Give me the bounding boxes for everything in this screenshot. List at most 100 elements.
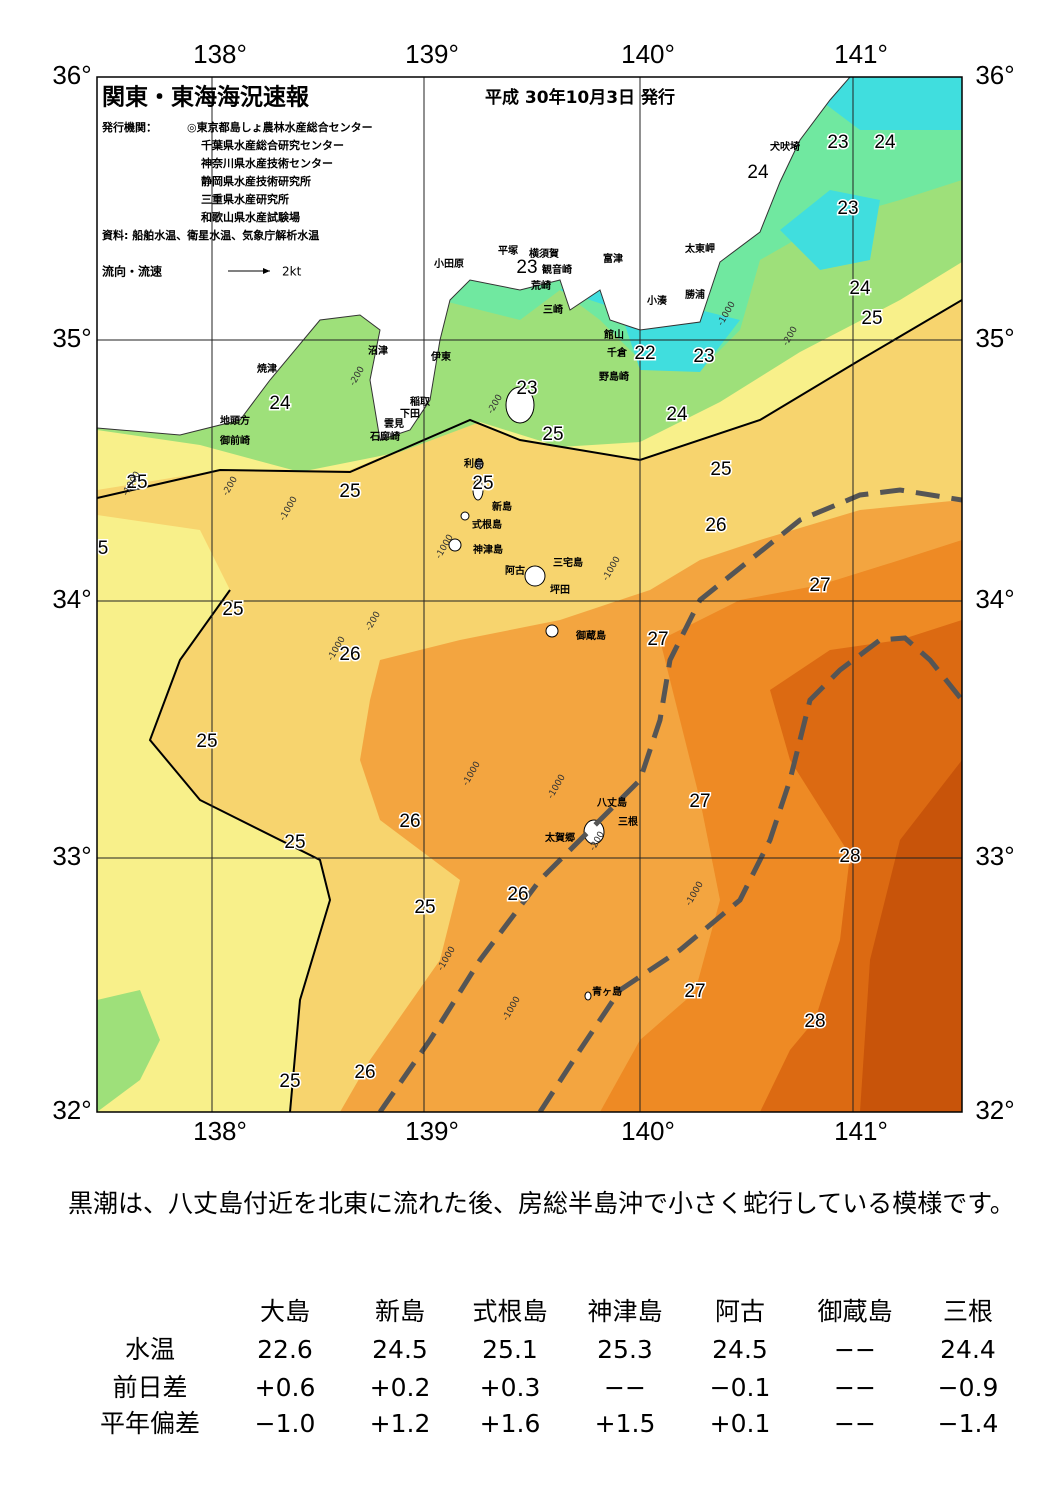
place-label: 三根: [618, 815, 638, 828]
table-header: 式根島: [472, 1297, 547, 1326]
place-label: 勝浦: [685, 288, 705, 301]
title: 関東・東海海況速報: [102, 84, 310, 111]
temp-label: 27: [684, 981, 705, 1002]
lat-label: 36°: [52, 60, 91, 90]
lon-label: 139°: [405, 1116, 459, 1146]
place-label: 雲見: [384, 418, 404, 430]
publisher: 三重県水産研究所: [201, 192, 289, 206]
publisher: 神奈川県水産技術センター: [201, 156, 333, 170]
temp-label: 25: [126, 472, 147, 493]
lat-label: 35°: [52, 323, 91, 353]
temp-label: 25: [222, 599, 243, 620]
temp-label: 23: [827, 132, 848, 153]
table-header: 三根: [943, 1297, 993, 1326]
place-label: 焼津: [257, 362, 277, 375]
table-header: 新島: [375, 1297, 425, 1326]
legend-speed: 2kt: [282, 265, 302, 279]
temp-label: 28: [839, 846, 860, 867]
island: [583, 819, 605, 845]
table-cell: −1.0: [255, 1409, 316, 1438]
temp-label: 26: [705, 515, 726, 536]
table-cell: 25.3: [597, 1335, 653, 1364]
table-header: 阿古: [715, 1297, 765, 1326]
place-label: 観音崎: [542, 263, 572, 276]
kuroshio-axis: [537, 635, 962, 1112]
lat-label: 34°: [975, 584, 1014, 614]
temp-label: 26: [339, 644, 360, 665]
temp-label: 24: [874, 132, 896, 153]
lat-label: 35°: [975, 323, 1014, 353]
place-label: 新島: [492, 500, 512, 513]
sst-area: [97, 990, 160, 1112]
place-label: 式根島: [472, 518, 502, 531]
place-label: 八丈島: [596, 796, 627, 809]
table-cell: 24.5: [712, 1335, 768, 1364]
table-cell: +1.6: [480, 1409, 541, 1438]
island: [524, 565, 546, 587]
lon-label: 139°: [405, 39, 459, 69]
table-cell: −−: [834, 1409, 876, 1438]
temp-label: 24: [747, 162, 769, 183]
table-cell: −−: [834, 1335, 876, 1364]
place-label: 稲取: [410, 395, 431, 408]
temp-label: 25: [414, 897, 435, 918]
place-label: 太東岬: [684, 242, 715, 255]
temp-label: 25: [710, 459, 731, 480]
temp-label: 23: [693, 346, 714, 367]
temp-label: 24: [849, 278, 871, 299]
temp-label: 25: [196, 731, 217, 752]
island: [505, 386, 535, 424]
place-label: 野島崎: [599, 370, 629, 383]
temp-label: 25: [284, 832, 305, 853]
place-label: 地頭方: [220, 414, 250, 427]
publisher: ◎東京都島しょ農林水産総合センター: [187, 120, 373, 134]
table-cell: −−: [834, 1373, 876, 1402]
temp-label: 25: [279, 1071, 300, 1092]
lon-label: 138°: [193, 39, 247, 69]
temp-label: 22: [634, 343, 655, 364]
temp-label: 25: [542, 424, 563, 445]
place-label: 館山: [603, 328, 624, 341]
contour-25: [97, 299, 962, 499]
table-cell: 24.5: [372, 1335, 428, 1364]
table-cell: 25.1: [482, 1335, 538, 1364]
temp-label: 24: [269, 393, 291, 414]
table-cell: −0.1: [710, 1373, 771, 1402]
lon-label: 138°: [193, 1116, 247, 1146]
row-label: 平年偏差: [100, 1409, 200, 1438]
table-cell: +1.5: [595, 1409, 656, 1438]
temp-label: 27: [809, 575, 830, 596]
temp-label: 26: [507, 884, 528, 905]
table-header: 御蔵島: [817, 1297, 892, 1326]
publisher: 千葉県水産総合研究センター: [201, 138, 344, 152]
legend-arrowhead: [263, 268, 270, 274]
temp-label: 24: [666, 404, 688, 425]
table-header: 大島: [260, 1297, 310, 1326]
temp-label: 23: [516, 378, 537, 399]
publisher: 静岡県水産技術研究所: [201, 174, 311, 188]
place-label: 神津島: [473, 543, 503, 556]
table-cell: 22.6: [257, 1335, 313, 1364]
table-cell: +0.3: [480, 1373, 541, 1402]
table-cell: −1.4: [938, 1409, 999, 1438]
date: 平成 30年10月3日 発行: [485, 87, 675, 108]
contour-25: [148, 589, 332, 1112]
sst-area: [780, 190, 880, 270]
place-label: 千倉: [607, 346, 628, 359]
publisher: 和歌山県水産試験場: [201, 210, 300, 224]
place-label: 沼津: [368, 344, 388, 357]
place-label: 下田: [400, 408, 420, 420]
temp-label: 25: [472, 473, 493, 494]
place-label: 三崎: [543, 303, 563, 316]
place-label: 富津: [603, 252, 623, 265]
lat-label: 34°: [52, 584, 91, 614]
temp-label: 5: [98, 538, 109, 559]
temp-label: 23: [516, 257, 537, 278]
place-label: 犬吠埼: [770, 140, 800, 153]
place-label: 太賀郷: [544, 831, 575, 844]
table-cell: −0.9: [938, 1373, 999, 1402]
lon-label: 141°: [834, 39, 888, 69]
